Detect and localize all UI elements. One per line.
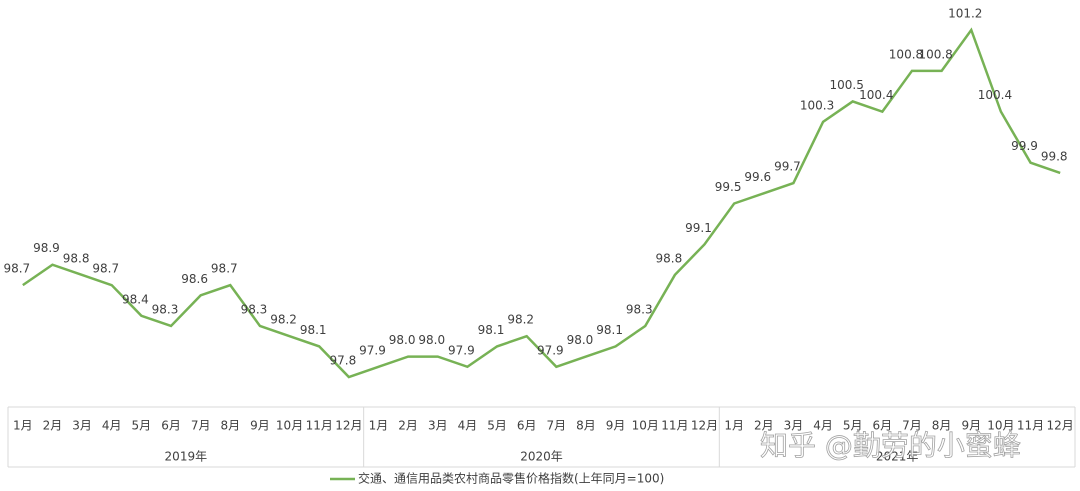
data-label: 97.9 xyxy=(359,343,386,357)
data-label: 98.9 xyxy=(33,241,60,255)
data-label: 99.9 xyxy=(1011,139,1038,153)
data-label: 98.2 xyxy=(270,313,297,327)
x-tick-label: 12月 xyxy=(335,419,362,433)
x-tick-label: 8月 xyxy=(220,419,240,433)
data-label: 98.7 xyxy=(3,262,30,276)
data-label: 98.6 xyxy=(181,272,208,286)
data-label: 98.1 xyxy=(478,323,505,337)
x-tick-label: 1月 xyxy=(369,419,389,433)
data-label: 100.4 xyxy=(978,88,1012,102)
x-tick-label: 6月 xyxy=(161,419,181,433)
data-label: 99.7 xyxy=(774,160,801,174)
data-label: 97.9 xyxy=(448,343,475,357)
x-tick-label: 2月 xyxy=(43,419,63,433)
data-label: 99.8 xyxy=(1041,149,1068,163)
x-tick-label: 6月 xyxy=(517,419,537,433)
x-tick-label: 6月 xyxy=(873,419,893,433)
x-tick-label: 5月 xyxy=(843,419,863,433)
x-tick-label: 10月 xyxy=(987,419,1014,433)
group-label: 2019年 xyxy=(165,450,208,464)
x-tick-label: 7月 xyxy=(191,419,211,433)
x-tick-label: 10月 xyxy=(632,419,659,433)
x-tick-label: 12月 xyxy=(691,419,718,433)
data-label: 98.7 xyxy=(92,262,119,276)
data-label: 99.5 xyxy=(715,180,742,194)
x-tick-label: 4月 xyxy=(458,419,478,433)
group-label: 2021年 xyxy=(876,450,919,464)
x-tick-label: 3月 xyxy=(72,419,92,433)
data-label: 97.9 xyxy=(537,343,564,357)
data-label: 98.3 xyxy=(626,302,653,316)
data-label: 98.3 xyxy=(241,302,268,316)
x-tick-label: 4月 xyxy=(813,419,833,433)
legend-label: 交通、通信用品类农村商品零售价格指数(上年同月=100) xyxy=(358,471,664,486)
x-tick-label: 12月 xyxy=(1047,419,1074,433)
data-label: 98.0 xyxy=(567,333,594,347)
data-label: 98.0 xyxy=(418,333,445,347)
data-label: 98.2 xyxy=(507,313,534,327)
x-tick-label: 3月 xyxy=(784,419,804,433)
data-label: 100.5 xyxy=(830,78,864,92)
x-tick-label: 10月 xyxy=(276,419,303,433)
x-tick-label: 7月 xyxy=(902,419,922,433)
x-tick-label: 5月 xyxy=(487,419,507,433)
x-tick-label: 9月 xyxy=(606,419,626,433)
data-label: 97.8 xyxy=(329,354,356,368)
x-tick-label: 1月 xyxy=(13,419,33,433)
x-tick-label: 11月 xyxy=(306,419,333,433)
data-label: 98.1 xyxy=(596,323,623,337)
data-label: 98.3 xyxy=(152,302,179,316)
data-label: 99.1 xyxy=(685,221,712,235)
x-tick-label: 7月 xyxy=(546,419,566,433)
data-label: 98.4 xyxy=(122,292,149,306)
x-tick-label: 8月 xyxy=(932,419,952,433)
data-label: 98.0 xyxy=(389,333,416,347)
data-label: 100.8 xyxy=(918,47,952,61)
x-tick-label: 2月 xyxy=(398,419,418,433)
data-label: 100.8 xyxy=(889,47,923,61)
x-tick-label: 1月 xyxy=(724,419,744,433)
data-label: 98.1 xyxy=(300,323,327,337)
data-label: 98.7 xyxy=(211,262,238,276)
data-label: 101.2 xyxy=(948,7,982,21)
data-label: 98.8 xyxy=(656,251,683,265)
x-tick-label: 9月 xyxy=(250,419,270,433)
x-tick-label: 11月 xyxy=(661,419,688,433)
watermark: 知乎 @勤劳的小蜜蜂 xyxy=(760,429,1021,462)
x-tick-label: 8月 xyxy=(576,419,596,433)
data-label: 98.8 xyxy=(63,251,90,265)
x-tick-label: 4月 xyxy=(102,419,122,433)
data-label: 99.6 xyxy=(744,170,771,184)
group-label: 2020年 xyxy=(520,450,563,464)
data-label: 100.4 xyxy=(859,88,893,102)
x-tick-label: 3月 xyxy=(428,419,448,433)
data-label: 100.3 xyxy=(800,98,834,112)
data-line xyxy=(22,27,1061,379)
x-tick-label: 11月 xyxy=(1017,419,1044,433)
x-tick-label: 2月 xyxy=(754,419,774,433)
x-tick-label: 5月 xyxy=(132,419,152,433)
x-tick-label: 9月 xyxy=(961,419,981,433)
